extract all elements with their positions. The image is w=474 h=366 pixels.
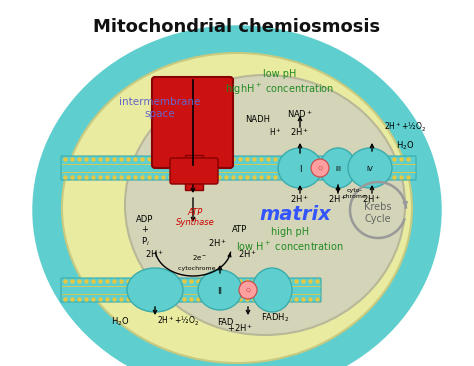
- FancyBboxPatch shape: [61, 156, 416, 180]
- Text: 2H$^+$: 2H$^+$: [146, 248, 164, 260]
- Ellipse shape: [252, 268, 292, 312]
- Text: III: III: [335, 166, 341, 172]
- FancyBboxPatch shape: [61, 278, 321, 302]
- Text: 2H$^+$: 2H$^+$: [328, 193, 347, 205]
- Text: Krebs
Cycle: Krebs Cycle: [364, 202, 392, 224]
- Text: 2H$^+$: 2H$^+$: [291, 193, 310, 205]
- Ellipse shape: [125, 75, 405, 335]
- Text: IV: IV: [366, 166, 374, 172]
- Text: +2H$^+$: +2H$^+$: [227, 322, 253, 334]
- Text: 2H$^+$: 2H$^+$: [209, 237, 228, 249]
- Text: 2H$^+$+½O$_2$: 2H$^+$+½O$_2$: [384, 120, 426, 134]
- Text: Mitochondrial chemiosmosis: Mitochondrial chemiosmosis: [93, 18, 381, 36]
- Text: cyto-
chrome: cyto- chrome: [343, 188, 367, 199]
- Text: H$^+$: H$^+$: [269, 126, 282, 138]
- Text: 2e$^-$: 2e$^-$: [192, 253, 208, 262]
- Ellipse shape: [42, 35, 432, 366]
- FancyBboxPatch shape: [170, 158, 218, 184]
- Text: 2H$^+$: 2H$^+$: [238, 248, 258, 260]
- Text: FAD: FAD: [217, 318, 233, 327]
- Text: FADH$_2$: FADH$_2$: [261, 311, 289, 324]
- Ellipse shape: [311, 159, 329, 177]
- Text: II: II: [218, 287, 222, 295]
- Text: 2H$^+$: 2H$^+$: [291, 126, 310, 138]
- Ellipse shape: [127, 268, 183, 312]
- Text: 2H$^+$: 2H$^+$: [362, 193, 382, 205]
- Ellipse shape: [239, 281, 257, 299]
- Ellipse shape: [278, 148, 322, 188]
- Text: NAD$^+$: NAD$^+$: [287, 108, 313, 120]
- Text: ADP
+
P$_i$: ADP + P$_i$: [137, 215, 154, 249]
- Text: high pH
low H$^+$ concentration: high pH low H$^+$ concentration: [236, 227, 344, 253]
- Ellipse shape: [348, 148, 392, 188]
- Text: 2H$^+$+½O$_2$: 2H$^+$+½O$_2$: [157, 315, 199, 329]
- Ellipse shape: [320, 148, 356, 188]
- Ellipse shape: [198, 270, 242, 310]
- Text: H$_2$O: H$_2$O: [396, 139, 414, 152]
- Text: intermembrane
space: intermembrane space: [119, 97, 201, 119]
- Text: low pH
highH$^+$ concentration: low pH highH$^+$ concentration: [226, 69, 335, 97]
- Text: I: I: [299, 164, 301, 173]
- Text: Q: Q: [246, 288, 250, 293]
- FancyBboxPatch shape: [152, 77, 233, 168]
- Text: matrix: matrix: [259, 205, 331, 224]
- Text: ATP: ATP: [232, 225, 247, 234]
- Text: ATP
Synthase: ATP Synthase: [176, 208, 214, 227]
- Ellipse shape: [62, 53, 412, 363]
- Text: Q: Q: [318, 166, 322, 171]
- Text: NADH: NADH: [245, 115, 270, 124]
- Text: H$_2$O: H$_2$O: [111, 316, 129, 329]
- Bar: [185, 155, 203, 190]
- Text: cytochrome c: cytochrome c: [179, 266, 221, 271]
